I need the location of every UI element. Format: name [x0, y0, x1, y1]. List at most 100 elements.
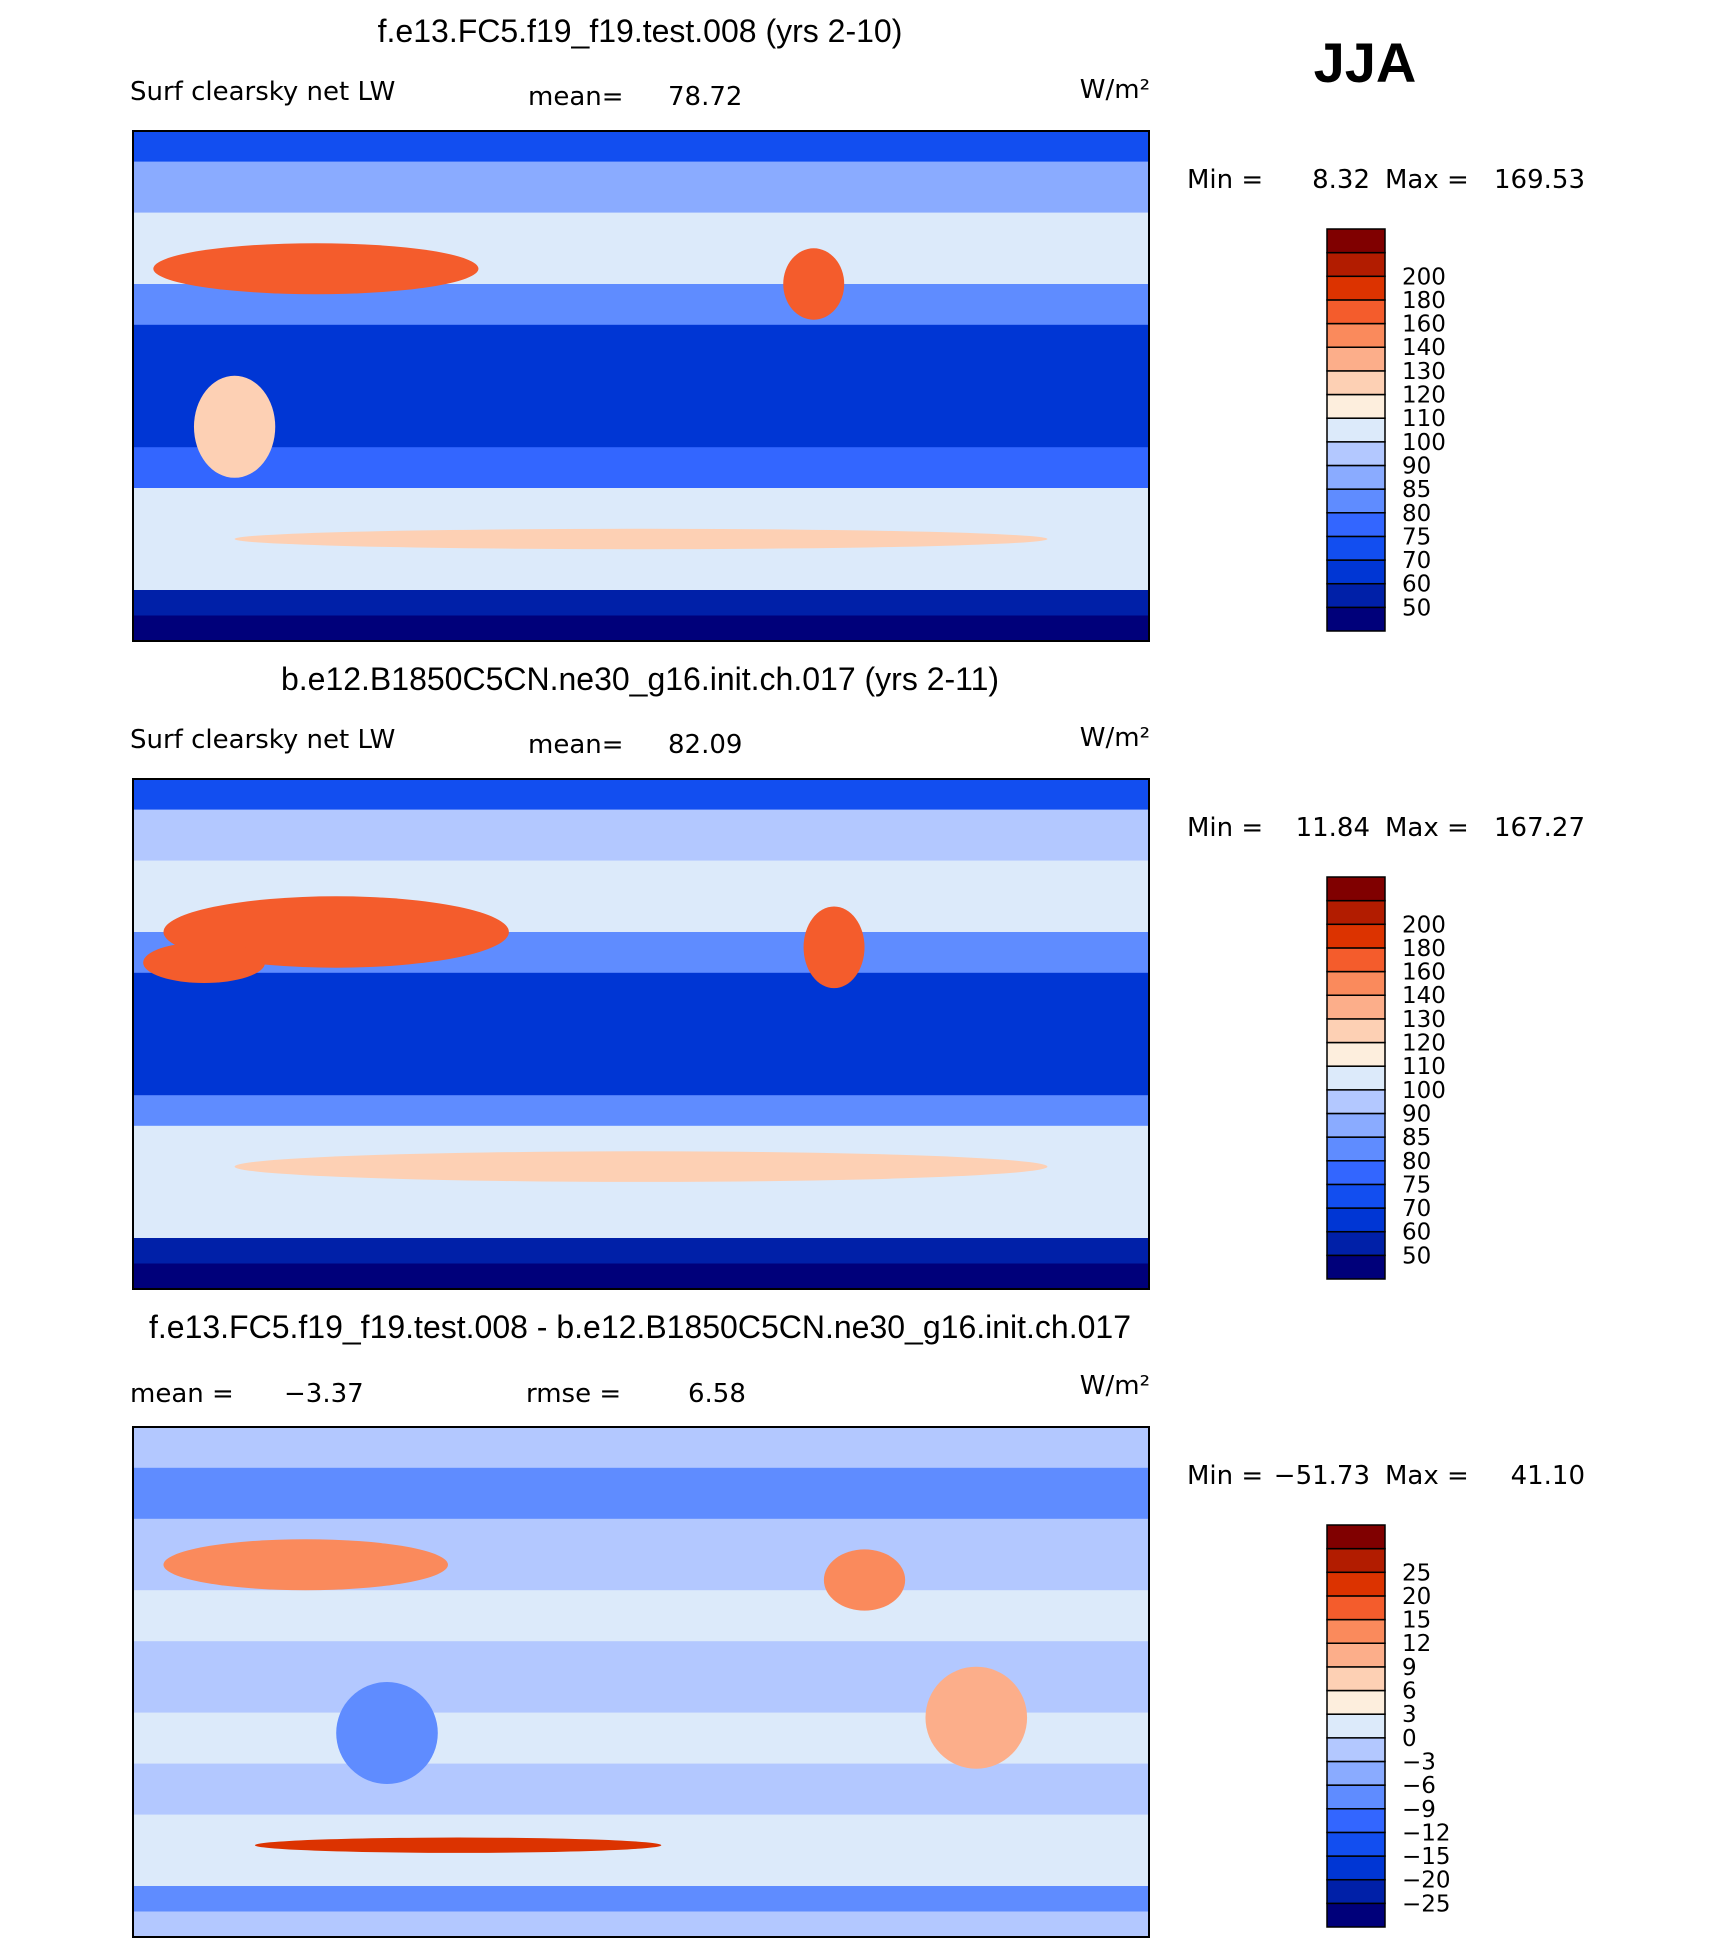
- colorbar-box: [1326, 322, 1386, 348]
- map-band: [133, 1467, 1149, 1520]
- colorbar-label: 140: [1402, 335, 1446, 361]
- colorbar-box: [1326, 1831, 1386, 1857]
- colorbar-label: 0: [1402, 1726, 1417, 1752]
- colorbar-label: 80: [1402, 1149, 1431, 1175]
- colorbar-box: [1326, 1183, 1386, 1209]
- colorbar-box: [1326, 947, 1386, 973]
- units: W/m²: [1080, 723, 1150, 753]
- colorbar-label: −3: [1402, 1749, 1436, 1775]
- colorbar-box: [1326, 1595, 1386, 1621]
- min-value: −51.73: [1274, 1461, 1370, 1491]
- colorbar-box: [1326, 582, 1386, 609]
- map-feature: [336, 1682, 438, 1784]
- colorbar-label: 75: [1402, 524, 1431, 550]
- colorbar-label: 75: [1402, 1172, 1431, 1198]
- colorbar-label: 160: [1402, 312, 1446, 338]
- colorbar-label: 130: [1402, 359, 1446, 385]
- min-value: 8.32: [1312, 165, 1370, 195]
- colorbar-box: [1326, 1689, 1386, 1715]
- field-label: Surf clearsky net LW: [130, 77, 395, 107]
- colorbar-label: 180: [1402, 936, 1446, 962]
- colorbar-label: −6: [1402, 1773, 1436, 1799]
- colorbar-label: 70: [1402, 1196, 1431, 1222]
- map-frame: [132, 778, 1150, 1290]
- colorbar-label: −12: [1402, 1820, 1451, 1846]
- colorbar-box: [1326, 1160, 1386, 1186]
- colorbar-box: [1326, 1018, 1386, 1044]
- colorbar-box: [1326, 970, 1386, 996]
- map-band: [133, 1238, 1149, 1265]
- map-band: [133, 396, 1149, 449]
- colorbar-label: 60: [1402, 1220, 1431, 1246]
- mean-label: mean=: [528, 82, 624, 112]
- season-label: JJA: [1314, 31, 1417, 94]
- colorbar-box: [1326, 1737, 1386, 1763]
- map-feature: [925, 1666, 1028, 1769]
- colorbar-box: [1326, 1760, 1386, 1786]
- map-band: [133, 1427, 1149, 1469]
- colorbar-box: [1326, 346, 1386, 372]
- colorbar-box: [1326, 899, 1386, 926]
- colorbar-box: [1326, 417, 1386, 443]
- colorbar-label: 180: [1402, 288, 1446, 314]
- map-band: [133, 1911, 1149, 1938]
- units: W/m²: [1080, 75, 1150, 105]
- rmse-value: 6.58: [688, 1379, 746, 1409]
- map-frame: [132, 130, 1150, 642]
- colorbar-box: [1326, 1855, 1386, 1881]
- colorbar-label: 100: [1402, 1078, 1446, 1104]
- mean-value: −3.37: [284, 1379, 364, 1409]
- colorbar-box: [1326, 876, 1386, 902]
- colorbar-box: [1326, 1808, 1386, 1834]
- colorbar-label: −15: [1402, 1844, 1451, 1870]
- map-feature: [783, 248, 845, 320]
- min-label: Min =: [1187, 813, 1263, 843]
- colorbar-label: −25: [1402, 1891, 1451, 1917]
- colorbar-label: 50: [1402, 595, 1431, 621]
- map-feature: [823, 1549, 906, 1611]
- map-band: [133, 1044, 1149, 1097]
- colorbar-label: 90: [1402, 1101, 1431, 1127]
- panel-title: f.e13.FC5.f19_f19.test.008 (yrs 2-10): [378, 13, 903, 49]
- colorbar-box: [1326, 994, 1386, 1020]
- map-feature: [234, 528, 1048, 550]
- min-label: Min =: [1187, 165, 1263, 195]
- colorbar-label: 60: [1402, 572, 1431, 598]
- colorbar-label: 70: [1402, 548, 1431, 574]
- map-band: [133, 1814, 1149, 1887]
- panel-title: b.e12.B1850C5CN.ne30_g16.init.ch.017 (yr…: [281, 661, 999, 697]
- map-feature: [254, 1837, 662, 1853]
- panel-title: f.e13.FC5.f19_f19.test.008 - b.e12.B1850…: [149, 1309, 1131, 1345]
- colorbar-box: [1326, 275, 1386, 301]
- map-band: [133, 615, 1149, 642]
- min-value: 11.84: [1296, 813, 1370, 843]
- map-band: [133, 161, 1149, 214]
- colorbar-box: [1326, 1666, 1386, 1692]
- colorbar-label: −9: [1402, 1797, 1436, 1823]
- map-feature: [193, 375, 276, 478]
- colorbar-label: 160: [1402, 960, 1446, 986]
- max-value: 41.10: [1511, 1461, 1585, 1491]
- colorbar-box: [1326, 1618, 1386, 1644]
- map-feature: [153, 243, 479, 295]
- map-band: [133, 1590, 1149, 1643]
- colorbar-box: [1326, 441, 1386, 467]
- colorbar-box: [1326, 1642, 1386, 1668]
- colorbar-label: 25: [1402, 1560, 1431, 1586]
- colorbar-box: [1326, 1041, 1386, 1067]
- colorbar-box: [1326, 299, 1386, 325]
- field-label: Surf clearsky net LW: [130, 725, 395, 755]
- colorbar-label: 120: [1402, 383, 1446, 409]
- min-label: Min =: [1187, 1461, 1263, 1491]
- colorbar-box: [1326, 606, 1386, 632]
- colorbar-box: [1326, 1547, 1386, 1574]
- colorbar-label: 200: [1402, 264, 1446, 290]
- max-label: Max =: [1385, 165, 1469, 195]
- map-band: [133, 324, 1149, 398]
- colorbar-box: [1326, 251, 1386, 278]
- colorbar-box: [1326, 1713, 1386, 1739]
- panel: f.e13.FC5.f19_f19.test.008 - b.e12.B1850…: [130, 1309, 1585, 1938]
- colorbar-box: [1326, 535, 1386, 561]
- map-band: [133, 1763, 1149, 1816]
- colorbar-label: 130: [1402, 1007, 1446, 1033]
